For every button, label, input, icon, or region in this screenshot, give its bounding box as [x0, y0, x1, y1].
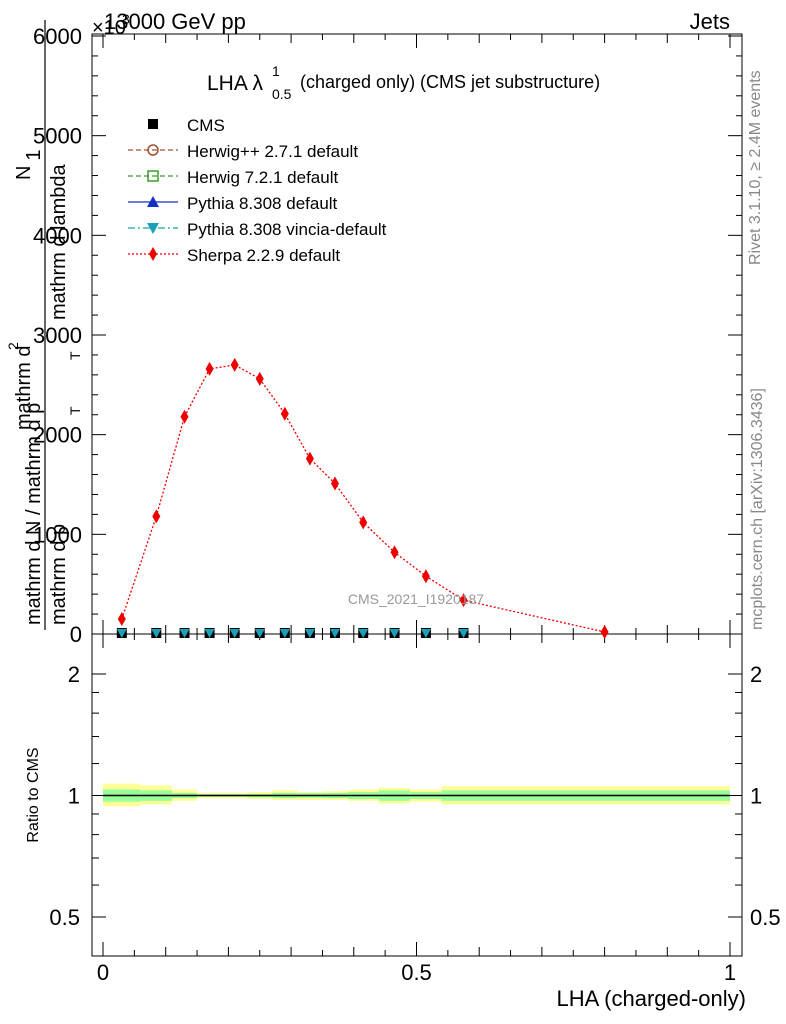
sherpa-point: [255, 371, 264, 386]
y-tick-label: 1000: [33, 522, 82, 547]
watermark-label: CMS_2021_I1920187: [348, 591, 484, 607]
plot-frames: [91, 33, 743, 957]
text-layer: 0 1000 2000 3000 4000 5000 6000 0.5 0.5 1 1 2 2 0 0.5 1…: [5, 9, 781, 1011]
ratio-y-tick-label-right: 2: [750, 662, 762, 687]
sherpa-point: [205, 361, 214, 376]
ylabel-numden: mathrm d p: [48, 524, 70, 625]
ylabel-den: mathrm d N / mathrm d p: [23, 403, 45, 625]
x-tick-label: 1: [724, 960, 736, 985]
legend-marker: [147, 170, 159, 182]
title-suffix: (charged only) (CMS jet substructure): [300, 72, 600, 92]
vincia-point: [329, 629, 340, 639]
ratio-ylabel: Ratio to CMS: [25, 747, 42, 842]
ylabel-den-sub: T: [67, 406, 83, 415]
legend-label: Sherpa 2.2.9 default: [187, 246, 340, 265]
sherpa-point: [152, 509, 161, 524]
sherpa-point: [359, 515, 368, 530]
x-tick-label: 0.5: [401, 960, 432, 985]
sherpa-point: [230, 357, 239, 372]
sherpa-point: [390, 545, 399, 560]
vincia-point: [458, 629, 469, 639]
legend-marker: [149, 247, 157, 261]
y-tick-label: 0: [70, 622, 82, 647]
data-layer: [116, 119, 609, 640]
ratio-y-tick-label-right: 0.5: [750, 905, 781, 930]
vincia-point: [254, 629, 265, 639]
ratio-y-tick-label: 1: [68, 784, 80, 809]
sherpa-point: [305, 451, 314, 466]
legend-marker: [147, 223, 159, 234]
legend-label: Herwig 7.2.1 default: [187, 168, 338, 187]
energy-label: 13000 GeV pp: [104, 9, 246, 34]
vincia-point: [420, 629, 431, 639]
title-superscript: 1: [272, 63, 280, 79]
vincia-point: [179, 629, 190, 639]
y-tick-label: 3000: [33, 323, 82, 348]
ratio-axis-label: Ratio to CMS: [25, 747, 42, 842]
legend-marker: [147, 144, 159, 156]
ylabel-num-rest: N: [13, 166, 35, 180]
sherpa-point: [600, 625, 609, 640]
ylabel-num-sup: 2: [5, 342, 21, 350]
ylabel-one: 1: [23, 149, 45, 160]
legend-marker: [148, 119, 158, 129]
ratio-bands: [103, 783, 730, 807]
y-tick-label: 6000: [33, 24, 82, 49]
vincia-point: [279, 629, 290, 639]
ratio-y-tick-label: 0.5: [49, 905, 80, 930]
sherpa-line: [121, 364, 605, 633]
x-tick-label: 0: [97, 960, 109, 985]
ratio-y-tick-label: 2: [68, 662, 80, 687]
vincia-point: [358, 629, 369, 639]
y-tick-label: 2000: [33, 423, 82, 448]
rivet-label: Rivet 3.1.10, ≥ 2.4M events: [747, 70, 764, 265]
ylabel-numden-rest: mathrm d lambda: [48, 164, 70, 320]
x-axis-label: LHA (charged-only): [556, 986, 746, 1011]
y-tick-label: 5000: [33, 124, 82, 149]
mcplots-label: mcplots.cern.ch [arXiv:1306.3436]: [749, 388, 766, 630]
vincia-point: [304, 629, 315, 639]
process-label: Jets: [690, 9, 730, 34]
legend-label: CMS: [187, 116, 225, 135]
mcplots-label-group: mcplots.cern.ch [arXiv:1306.3436]: [749, 388, 766, 630]
ylabel-num: mathrm d: [13, 346, 35, 430]
sherpa-point: [330, 476, 339, 491]
sherpa-point: [180, 409, 189, 424]
sherpa-point: [280, 406, 289, 421]
y-tick-label: 4000: [33, 223, 82, 248]
chart-title: LHA λ: [207, 72, 264, 95]
legend-label: Pythia 8.308 vincia-default: [187, 220, 387, 239]
vincia-point: [204, 629, 215, 639]
vincia-point: [389, 629, 400, 639]
legend-label: Pythia 8.308 default: [187, 194, 338, 213]
sherpa-point: [117, 612, 126, 627]
vincia-point: [116, 629, 127, 639]
title-subscript: 0.5: [272, 86, 292, 102]
legend-label: Herwig++ 2.7.1 default: [187, 142, 358, 161]
vincia-point: [151, 629, 162, 639]
exponent-power: 3: [122, 11, 130, 27]
vincia-point: [229, 629, 240, 639]
exponent-label: ×10: [92, 17, 126, 39]
sherpa-point: [459, 593, 468, 608]
rivet-label-group: Rivet 3.1.10, ≥ 2.4M events: [747, 70, 764, 265]
sherpa-point: [421, 569, 430, 584]
ratio-y-tick-label-right: 1: [750, 784, 762, 809]
ylabel-numden-sub: T: [67, 351, 83, 360]
legend-marker: [147, 196, 159, 207]
